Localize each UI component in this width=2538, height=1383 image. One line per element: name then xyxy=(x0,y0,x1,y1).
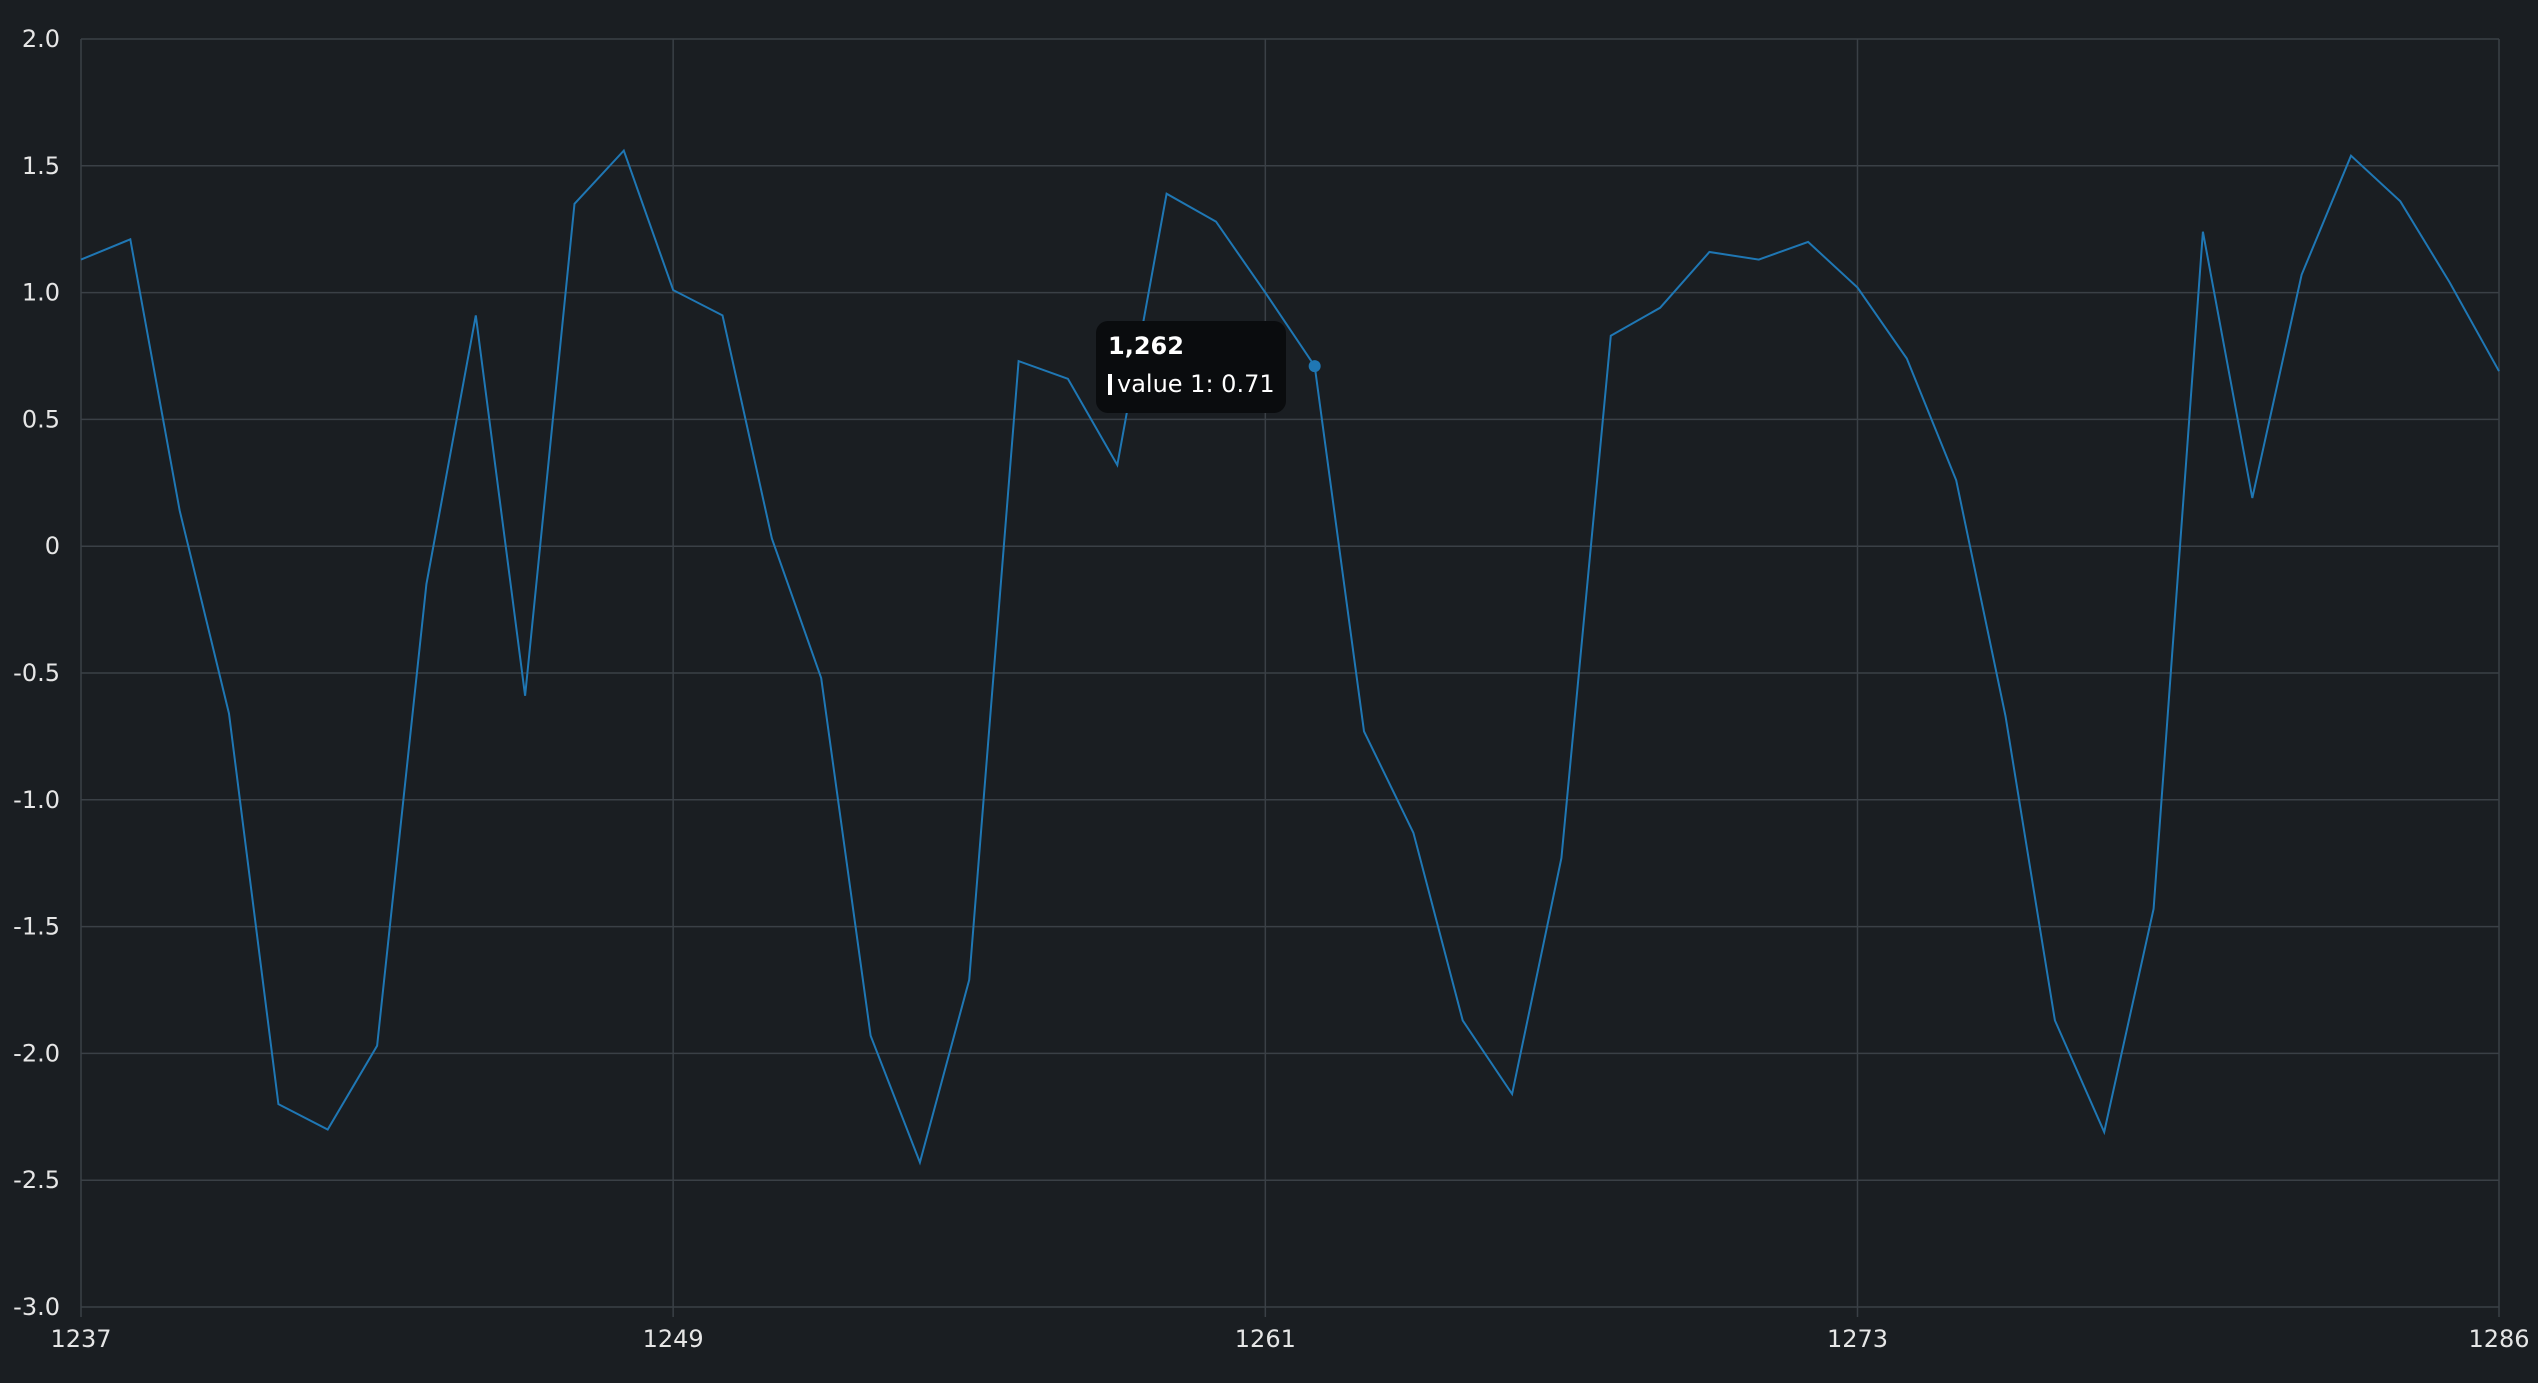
tooltip-value: value 1: 0.71 xyxy=(1117,370,1275,398)
y-axis: 2.0 1.5 1.0 0.5 0 -0.5 -1.0 -1.5 -2.0 -2.5 -3.0 xyxy=(13,25,60,1321)
hover-point xyxy=(1308,360,1321,373)
y-tick-label: 0.5 xyxy=(22,405,60,433)
series-line[interactable] xyxy=(80,148,2500,1166)
y-tick-label: 1.5 xyxy=(22,152,60,180)
tooltip: 1,262 value 1: 0.71 xyxy=(1096,321,1286,413)
y-tick-label: -2.0 xyxy=(13,1039,60,1067)
hover-layer xyxy=(1308,360,1321,373)
y-tick-label: 0 xyxy=(45,532,60,560)
x-tick-label: 1261 xyxy=(1235,1325,1296,1353)
vertical-gridlines xyxy=(80,39,2500,1307)
x-axis: 1237 1249 1261 1273 1286 xyxy=(50,1307,2530,1353)
series-color-swatch xyxy=(1108,373,1112,395)
x-tick-label: 1237 xyxy=(50,1325,111,1353)
y-tick-label: -1.0 xyxy=(13,786,60,814)
y-tick-label: -0.5 xyxy=(13,659,60,687)
horizontal-gridlines xyxy=(81,38,2499,1308)
tooltip-row: value 1: 0.71 xyxy=(1108,368,1275,400)
series-layer xyxy=(80,148,2500,1166)
tooltip-title: 1,262 xyxy=(1108,332,1184,360)
y-tick-label: 2.0 xyxy=(22,25,60,53)
x-tick-label: 1249 xyxy=(643,1325,704,1353)
y-tick-label: -3.0 xyxy=(13,1293,60,1321)
x-tick-label: 1273 xyxy=(1827,1325,1888,1353)
y-tick-label: 1.0 xyxy=(22,279,60,307)
x-tick-label: 1286 xyxy=(2468,1325,2529,1353)
y-tick-label: -2.5 xyxy=(13,1166,60,1194)
y-tick-label: -1.5 xyxy=(13,913,60,941)
